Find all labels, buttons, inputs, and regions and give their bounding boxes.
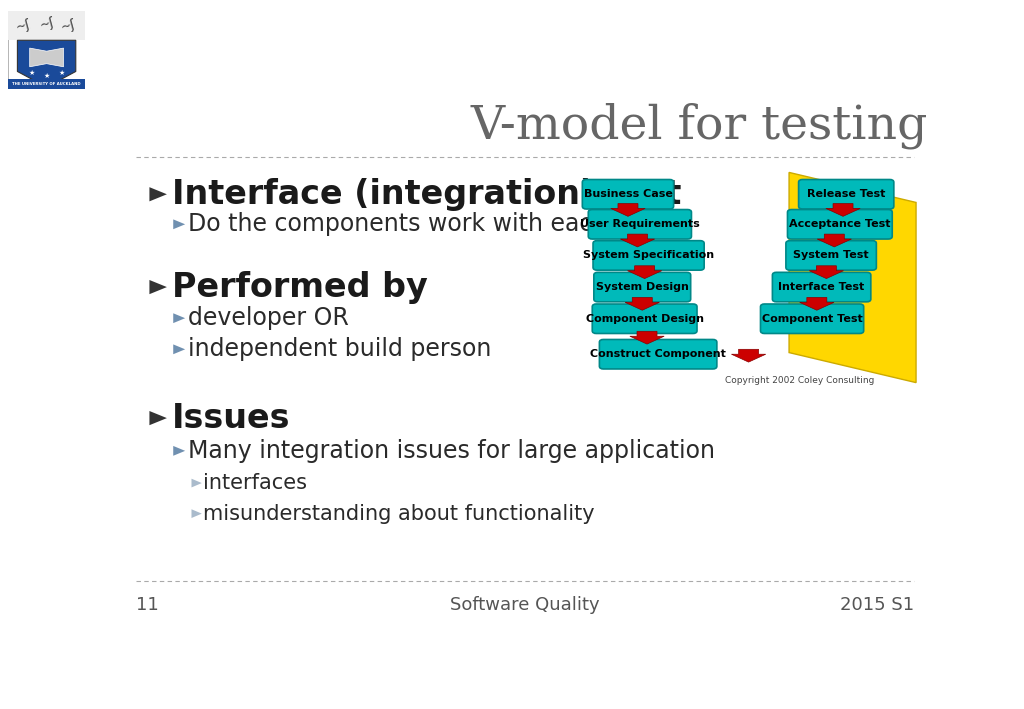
Polygon shape bbox=[173, 219, 185, 229]
Text: Software Quality: Software Quality bbox=[450, 596, 600, 614]
Text: Acceptance Test: Acceptance Test bbox=[790, 219, 891, 229]
Text: Business Case: Business Case bbox=[584, 189, 673, 199]
Text: System Specification: System Specification bbox=[583, 250, 714, 260]
Polygon shape bbox=[790, 172, 916, 383]
Text: Interface (integration) test: Interface (integration) test bbox=[172, 178, 681, 211]
Text: Component Design: Component Design bbox=[586, 314, 703, 324]
FancyBboxPatch shape bbox=[785, 240, 877, 270]
Polygon shape bbox=[173, 313, 185, 323]
Text: misunderstanding about functionality: misunderstanding about functionality bbox=[204, 503, 595, 524]
Polygon shape bbox=[173, 446, 185, 456]
Text: independent build person: independent build person bbox=[187, 337, 490, 362]
Text: V-model for testing: V-model for testing bbox=[471, 103, 928, 150]
Text: Do the components work with each other?: Do the components work with each other? bbox=[187, 212, 690, 236]
FancyBboxPatch shape bbox=[761, 304, 863, 333]
Polygon shape bbox=[625, 298, 659, 311]
FancyBboxPatch shape bbox=[8, 79, 85, 89]
Text: ~ʃ: ~ʃ bbox=[38, 16, 55, 32]
Text: Construct Component: Construct Component bbox=[590, 350, 726, 359]
FancyBboxPatch shape bbox=[799, 179, 894, 209]
FancyBboxPatch shape bbox=[787, 210, 892, 239]
FancyBboxPatch shape bbox=[594, 272, 690, 302]
Text: Interface Test: Interface Test bbox=[778, 282, 864, 292]
Polygon shape bbox=[173, 345, 185, 354]
Polygon shape bbox=[826, 203, 860, 216]
Text: Release Test: Release Test bbox=[807, 189, 886, 199]
Polygon shape bbox=[630, 331, 665, 344]
Text: Issues: Issues bbox=[172, 401, 290, 435]
FancyBboxPatch shape bbox=[8, 11, 85, 40]
Polygon shape bbox=[731, 350, 766, 362]
Polygon shape bbox=[800, 298, 834, 311]
Text: ★: ★ bbox=[58, 70, 66, 76]
FancyBboxPatch shape bbox=[8, 11, 85, 89]
Text: ★: ★ bbox=[43, 73, 50, 79]
Text: System Design: System Design bbox=[596, 282, 689, 292]
Text: Component Test: Component Test bbox=[762, 314, 862, 324]
Text: System Test: System Test bbox=[794, 250, 869, 260]
Text: User Requirements: User Requirements bbox=[580, 219, 699, 229]
FancyBboxPatch shape bbox=[593, 240, 705, 270]
Polygon shape bbox=[191, 509, 202, 518]
FancyBboxPatch shape bbox=[588, 210, 691, 239]
Text: Many integration issues for large application: Many integration issues for large applic… bbox=[187, 439, 715, 463]
Polygon shape bbox=[150, 187, 167, 201]
Text: 11: 11 bbox=[136, 596, 159, 614]
Polygon shape bbox=[191, 479, 202, 487]
FancyBboxPatch shape bbox=[599, 340, 717, 369]
Polygon shape bbox=[150, 280, 167, 294]
FancyBboxPatch shape bbox=[583, 179, 674, 209]
Polygon shape bbox=[30, 48, 63, 67]
Polygon shape bbox=[611, 203, 645, 216]
Polygon shape bbox=[621, 234, 654, 247]
Text: Copyright 2002 Coley Consulting: Copyright 2002 Coley Consulting bbox=[725, 376, 873, 386]
Text: Performed by: Performed by bbox=[172, 271, 427, 303]
FancyBboxPatch shape bbox=[772, 272, 870, 302]
Text: developer OR: developer OR bbox=[187, 306, 348, 330]
Polygon shape bbox=[809, 266, 844, 279]
Text: ~ʃ: ~ʃ bbox=[14, 17, 33, 33]
Text: interfaces: interfaces bbox=[204, 473, 307, 493]
Text: THE UNIVERSITY OF AUCKLAND: THE UNIVERSITY OF AUCKLAND bbox=[12, 82, 81, 86]
Text: ★: ★ bbox=[28, 70, 35, 76]
Text: 2015 S1: 2015 S1 bbox=[840, 596, 913, 614]
Polygon shape bbox=[150, 411, 167, 425]
Polygon shape bbox=[628, 266, 662, 279]
Polygon shape bbox=[17, 40, 76, 87]
Text: ~ʃ: ~ʃ bbox=[59, 17, 77, 33]
FancyBboxPatch shape bbox=[592, 304, 697, 333]
Polygon shape bbox=[817, 234, 851, 247]
